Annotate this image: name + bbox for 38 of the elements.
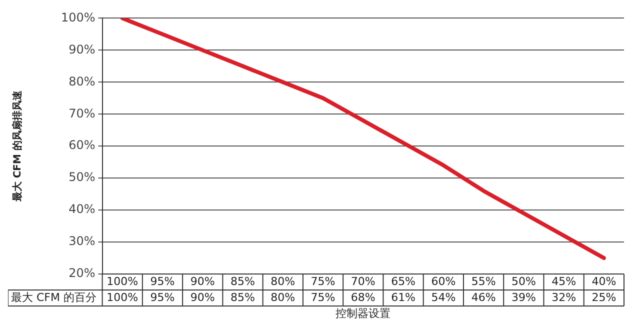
data-label: 39% (511, 290, 536, 304)
x-tick-label: 50% (511, 274, 536, 288)
text: 最大 CFM 的百分 (11, 290, 96, 304)
data-label: 61% (391, 290, 416, 304)
data-label: 54% (431, 290, 456, 304)
x-tick-label: 75% (310, 274, 336, 288)
x-tick-label: 55% (471, 274, 496, 288)
y-tick-label: 60% (68, 138, 96, 152)
data-label: 80% (270, 290, 296, 304)
x-tick-label: 70% (350, 274, 376, 288)
y-tick-label: 100% (60, 10, 96, 24)
data-label: 95% (150, 290, 175, 304)
data-label: 32% (552, 290, 576, 304)
data-label: 100% (106, 290, 138, 304)
x-tick-label: 95% (150, 274, 175, 288)
data-label: 46% (471, 290, 496, 304)
data-label: 75% (310, 290, 336, 304)
y-tick-label: 80% (68, 74, 96, 88)
y-tick-label: 40% (68, 202, 96, 216)
data-label: 85% (230, 290, 255, 304)
y-tick-label: 70% (68, 106, 96, 120)
x-tick-label: 85% (230, 274, 255, 288)
x-tick-label: 45% (552, 274, 576, 288)
x-tick-label: 80% (270, 274, 296, 288)
y-tick-label: 50% (68, 170, 96, 184)
data-label: 68% (350, 290, 376, 304)
data-label: 25% (592, 290, 616, 304)
y-axis-title: 最大 CFM 的风扇排风速 (12, 90, 24, 203)
x-tick-label: 40% (592, 274, 616, 288)
y-tick-label: 90% (68, 42, 96, 56)
x-tick-label: 100% (106, 274, 138, 288)
data-label: 90% (190, 290, 215, 304)
y-tick-label: 20% (68, 266, 96, 280)
x-tick-label: 60% (431, 274, 456, 288)
y-tick-label: 30% (68, 234, 96, 248)
x-tick-label: 65% (391, 274, 416, 288)
x-axis-title: 控制器设置 (336, 306, 391, 320)
x-tick-label: 90% (190, 274, 215, 288)
